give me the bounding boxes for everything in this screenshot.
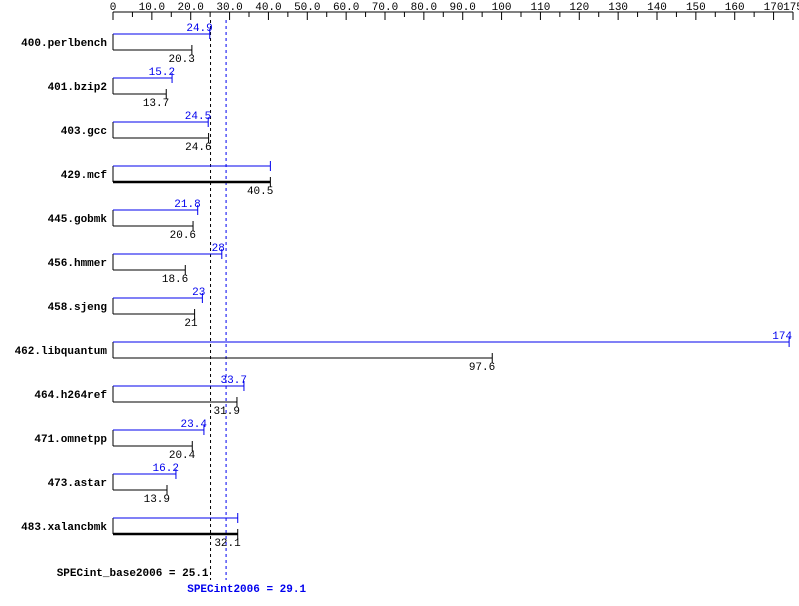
summary-peak-label: SPECint2006 = 29.1 (187, 584, 306, 596)
benchmark-label: 471.omnetpp (34, 434, 107, 446)
benchmark-label: 401.bzip2 (48, 82, 107, 94)
spec-bar-chart: 0 10.0 20.0 30.0 40.0 50.0 60.0 70.0 80.0 90.0 100… (0, 0, 799, 606)
benchmark-label: 483.xalancbmk (21, 522, 107, 534)
base-value-label: 21 (184, 318, 198, 330)
base-value-label: 13.7 (143, 98, 169, 110)
benchmark-label: 456.hmmer (48, 258, 107, 270)
x-tick-label: 50.0 (294, 2, 320, 14)
base-value-label: 18.6 (162, 274, 188, 286)
peak-value-label: 16.2 (153, 463, 179, 475)
benchmark-label: 400.perlbench (21, 38, 107, 50)
x-tick-label: 170 (764, 2, 784, 14)
base-value-label: 31.9 (214, 406, 240, 418)
benchmark-label: 403.gcc (61, 126, 107, 138)
x-tick-label: 60.0 (333, 2, 359, 14)
base-value-label: 20.6 (170, 230, 196, 242)
x-tick-label: 10.0 (139, 2, 165, 14)
peak-value-label: 24.5 (185, 111, 211, 123)
base-value-label: 40.5 (247, 186, 273, 198)
base-value-label: 13.9 (144, 494, 170, 506)
x-tick-label: 80.0 (411, 2, 437, 14)
x-tick-label: 140 (647, 2, 667, 14)
benchmark-label: 429.mcf (61, 170, 108, 182)
x-tick-label: 175 (783, 2, 799, 14)
x-tick-label: 160 (725, 2, 745, 14)
peak-value-label: 33.7 (221, 375, 247, 387)
peak-value-label: 23.4 (181, 419, 208, 431)
x-tick-label: 90.0 (450, 2, 476, 14)
x-tick-label: 110 (531, 2, 551, 14)
x-tick-label: 30.0 (216, 2, 242, 14)
peak-value-label: 24.9 (186, 23, 212, 35)
x-tick-label: 70.0 (372, 2, 398, 14)
x-tick-label: 20.0 (178, 2, 204, 14)
x-tick-label: 40.0 (255, 2, 281, 14)
base-value-label: 24.6 (185, 142, 211, 154)
peak-value-label: 21.8 (174, 199, 200, 211)
benchmark-label: 464.h264ref (34, 390, 107, 402)
x-tick-label: 0 (110, 2, 117, 14)
x-tick-label: 100 (492, 2, 512, 14)
peak-value-label: 23 (192, 287, 205, 299)
peak-value-label: 15.2 (149, 67, 175, 79)
x-tick-label: 130 (608, 2, 628, 14)
peak-value-label: 174 (772, 331, 792, 343)
base-value-label: 32.1 (214, 538, 241, 550)
benchmark-label: 445.gobmk (48, 214, 108, 226)
base-value-label: 20.4 (169, 450, 196, 462)
summary-base-label: SPECint_base2006 = 25.1 (57, 568, 209, 580)
peak-value-label: 28 (212, 243, 225, 255)
benchmark-label: 458.sjeng (48, 302, 107, 314)
x-tick-label: 150 (686, 2, 706, 14)
x-tick-label: 120 (569, 2, 589, 14)
benchmark-label: 473.astar (48, 478, 107, 490)
base-value-label: 97.6 (469, 362, 495, 374)
base-value-label: 20.3 (168, 54, 194, 66)
benchmark-label: 462.libquantum (15, 346, 108, 358)
